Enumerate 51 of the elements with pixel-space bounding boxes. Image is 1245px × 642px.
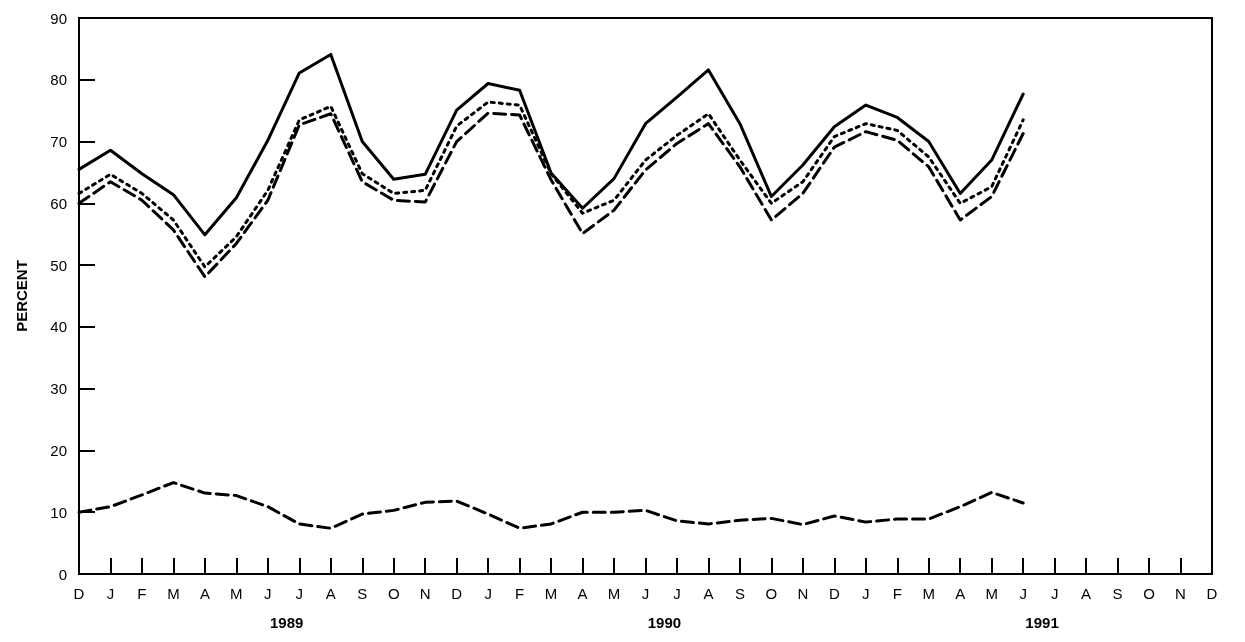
y-tick-label: 20 bbox=[50, 441, 67, 459]
x-tick-label: J bbox=[1019, 585, 1027, 602]
x-tick-label: J bbox=[673, 585, 681, 602]
y-tick-label: 70 bbox=[50, 133, 67, 151]
x-tick-label: M bbox=[230, 585, 243, 602]
y-tick-label: 40 bbox=[50, 318, 67, 336]
y-tick-label: 80 bbox=[50, 71, 67, 89]
x-tick-label: A bbox=[1081, 585, 1092, 602]
x-tick-label: O bbox=[1143, 585, 1155, 602]
x-tick-label: N bbox=[1175, 585, 1186, 602]
x-tick-label: A bbox=[955, 585, 966, 602]
text: 1989 bbox=[270, 613, 304, 631]
x-tick-label: J bbox=[862, 585, 870, 602]
x-tick-label: J bbox=[1050, 585, 1059, 602]
y-tick-label: 90 bbox=[50, 9, 67, 27]
x-tick-label: N bbox=[419, 585, 431, 602]
y-tick-label: 60 bbox=[50, 194, 67, 212]
x-tick-label: A bbox=[703, 585, 714, 602]
x-tick-label: O bbox=[765, 585, 778, 602]
x-tick-label: A bbox=[577, 585, 588, 602]
x-tick-label: D bbox=[828, 585, 840, 602]
y-tick-label: 0 bbox=[58, 565, 67, 583]
x-tick-label: D bbox=[1206, 585, 1218, 602]
x-tick-label: J bbox=[106, 585, 115, 602]
x-tick-label: F bbox=[892, 585, 902, 602]
y-tick-label: 50 bbox=[50, 256, 67, 274]
x-tick-label: J bbox=[484, 585, 492, 602]
x-tick-label: D bbox=[451, 585, 463, 602]
x-tick-label: M bbox=[544, 585, 558, 602]
x-tick-label: O bbox=[387, 585, 400, 602]
x-tick-label: F bbox=[515, 585, 525, 602]
x-tick-label: A bbox=[199, 585, 210, 602]
y-tick-label: 30 bbox=[50, 380, 67, 398]
x-tick-label: J bbox=[295, 585, 304, 602]
x-tick-label: M bbox=[985, 585, 998, 602]
text: 1990 bbox=[647, 613, 682, 631]
x-tick-label: M bbox=[167, 585, 180, 602]
x-tick-label: D bbox=[73, 585, 85, 602]
y-tick-label: 10 bbox=[50, 503, 67, 521]
x-tick-label: A bbox=[325, 585, 336, 602]
x-tick-label: M bbox=[922, 585, 935, 602]
y-axis-title: PERCENT bbox=[13, 260, 30, 332]
x-tick-label: S bbox=[357, 585, 368, 602]
x-tick-label: S bbox=[1112, 585, 1123, 602]
x-tick-label: J bbox=[641, 585, 650, 602]
x-tick-label: S bbox=[734, 585, 745, 602]
x-tick-label: J bbox=[264, 585, 272, 602]
text: 1991 bbox=[1025, 613, 1059, 631]
x-tick-label: M bbox=[607, 585, 621, 602]
x-tick-label: F bbox=[137, 585, 147, 602]
x-tick-label: N bbox=[797, 585, 809, 602]
